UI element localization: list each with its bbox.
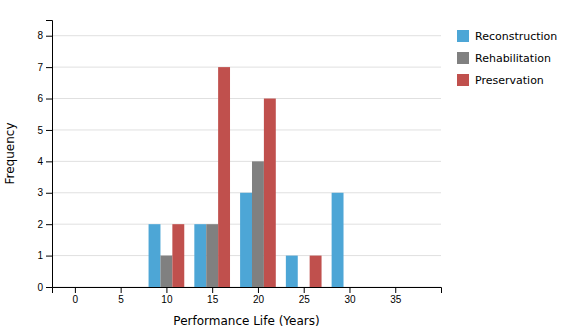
- tick: 0: [73, 287, 79, 305]
- tick: 6: [37, 93, 52, 104]
- tick-label: 35: [390, 294, 402, 305]
- tick-mark: [258, 287, 259, 293]
- bar: [264, 99, 276, 287]
- tick-mark: [46, 256, 52, 257]
- legend-swatch: [457, 30, 469, 42]
- legend-label: Rehabilitation: [475, 52, 551, 65]
- bar: [344, 287, 356, 288]
- bar: [172, 224, 184, 287]
- tick-label: 6: [37, 93, 43, 104]
- bar-series: [160, 161, 263, 287]
- bar: [298, 287, 310, 288]
- bar: [160, 256, 172, 287]
- tick-mark: [349, 287, 350, 293]
- tick: 20: [253, 287, 265, 305]
- legend-swatch: [457, 52, 469, 64]
- bar: [286, 256, 298, 287]
- tick-mark: [121, 287, 122, 293]
- tick-label: 20: [253, 294, 265, 305]
- legend-item: Reconstruction: [457, 30, 557, 43]
- tick-mark: [46, 130, 52, 131]
- axis-line: [53, 288, 442, 294]
- bar: [206, 224, 218, 287]
- tick-mark: [46, 161, 52, 162]
- tick-label: 15: [207, 294, 219, 305]
- bar: [149, 224, 161, 287]
- grid-line: [52, 129, 441, 130]
- tick: 35: [390, 287, 402, 305]
- chart: 0 5 10 15 20 25 30 35 0 1 2 3 4 5 6 7 8 Performance Life …: [0, 0, 576, 333]
- legend-label: Reconstruction: [475, 30, 557, 43]
- x-axis: 0 5 10 15 20 25 30 35: [53, 287, 442, 305]
- bar: [332, 193, 344, 287]
- grid-line: [52, 161, 441, 162]
- tick: 8: [37, 30, 52, 41]
- grid-line: [52, 98, 441, 99]
- tick-mark: [46, 224, 52, 225]
- tick-mark: [46, 67, 52, 68]
- tick-mark: [75, 287, 76, 293]
- tick: 2: [37, 219, 52, 230]
- tick-label: 0: [37, 282, 43, 293]
- tick-label: 3: [37, 187, 43, 198]
- tick: 5: [118, 287, 124, 305]
- tick-label: 2: [37, 219, 43, 230]
- legend-label: Preservation: [475, 74, 544, 87]
- tick-label: 5: [118, 294, 124, 305]
- grid: [52, 36, 441, 287]
- bar: [194, 224, 206, 287]
- bar: [218, 67, 230, 287]
- tick-label: 30: [344, 294, 356, 305]
- axis-line: [46, 21, 53, 288]
- legend: Reconstruction Rehabilitation Preservation: [457, 30, 557, 87]
- tick-label: 8: [37, 30, 43, 41]
- tick: 10: [161, 287, 173, 305]
- tick-mark: [304, 287, 305, 293]
- tick-mark: [46, 99, 52, 100]
- tick: 0: [37, 282, 52, 293]
- tick-label: 10: [161, 294, 173, 305]
- bar-series: [149, 193, 344, 287]
- grid-line: [52, 67, 441, 68]
- tick-label: 25: [299, 294, 311, 305]
- tick-label: 5: [37, 125, 43, 136]
- tick: 30: [344, 287, 356, 305]
- tick-mark: [212, 287, 213, 293]
- tick-label: 1: [37, 250, 43, 261]
- bar: [355, 287, 367, 288]
- bar: [240, 193, 252, 287]
- plot: 0 5 10 15 20 25 30 35 0 1 2 3 4 5 6 7 8: [37, 21, 441, 306]
- x-axis-title: Performance Life (Years): [173, 314, 319, 328]
- y-axis-title: Frequency: [3, 123, 17, 185]
- tick-mark: [395, 287, 396, 293]
- legend-swatch: [457, 74, 469, 86]
- tick: 5: [37, 125, 52, 136]
- tick-mark: [46, 287, 52, 288]
- tick-label: 0: [73, 294, 79, 305]
- tick-label: 7: [37, 62, 43, 73]
- bar-series: [172, 67, 321, 287]
- bars: [149, 67, 344, 287]
- tick: 7: [37, 62, 52, 73]
- y-axis: 0 1 2 3 4 5 6 7 8: [37, 21, 52, 293]
- tick-label: 4: [37, 156, 43, 167]
- tick: 15: [207, 287, 219, 305]
- tick: 4: [37, 156, 52, 167]
- tick-mark: [46, 36, 52, 37]
- bar: [252, 161, 264, 287]
- legend-item: Rehabilitation: [457, 52, 551, 65]
- tick-mark: [166, 287, 167, 293]
- grid-line: [52, 35, 441, 36]
- legend-item: Preservation: [457, 74, 544, 87]
- tick: 25: [299, 287, 311, 305]
- tick: 3: [37, 187, 52, 198]
- tick: 1: [37, 250, 52, 261]
- bar: [310, 256, 322, 287]
- tick-mark: [46, 193, 52, 194]
